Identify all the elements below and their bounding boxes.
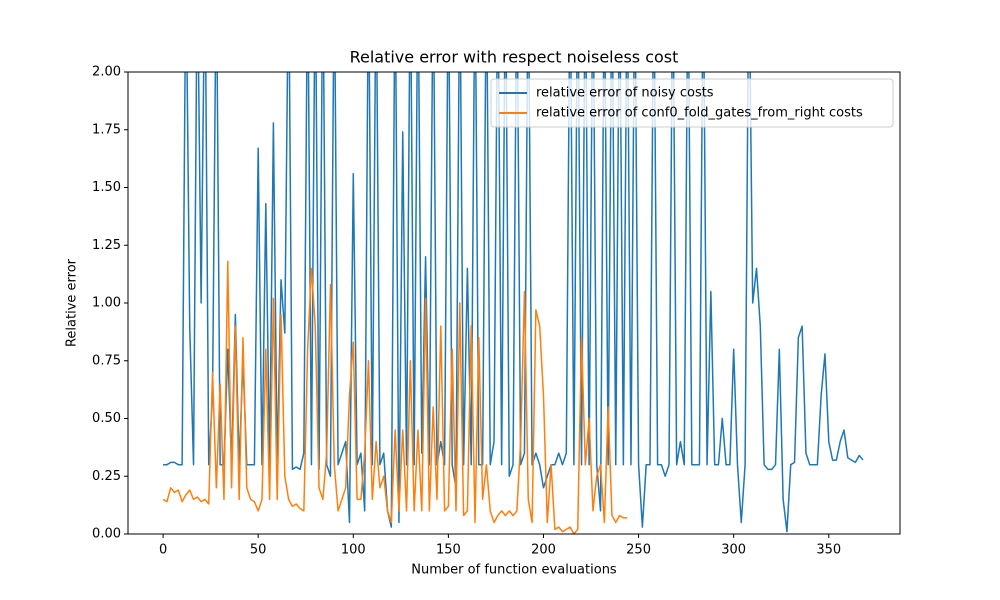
chart-title: Relative error with respect noiseless co… <box>350 48 679 67</box>
y-tick-label: 1.25 <box>92 238 121 253</box>
y-tick-label: 1.75 <box>92 122 121 137</box>
y-axis-label: Relative error <box>65 258 80 347</box>
x-tick-label: 50 <box>250 543 267 558</box>
x-tick-label: 250 <box>626 543 651 558</box>
x-tick-label: 150 <box>436 543 461 558</box>
y-tick-label: 0.50 <box>92 411 121 426</box>
line-series <box>162 260 628 534</box>
y-tick-label: 1.00 <box>92 296 121 311</box>
x-tick-label: 100 <box>341 543 366 558</box>
legend-box <box>490 78 894 128</box>
x-axis-label: Number of function evaluations <box>411 563 617 578</box>
y-tick-label: 1.50 <box>92 180 121 195</box>
x-tick-label: 0 <box>159 543 167 558</box>
x-tick-label: 200 <box>531 543 556 558</box>
y-tick-label: 0.75 <box>92 353 121 368</box>
x-tick-label: 300 <box>721 543 746 558</box>
plot-frame <box>127 71 901 535</box>
legend-label: relative error of conf0_fold_gates_from_… <box>536 106 863 121</box>
x-tick-label: 350 <box>816 543 841 558</box>
y-tick-label: 0.00 <box>92 527 121 542</box>
legend-label: relative error of noisy costs <box>536 86 714 101</box>
y-tick-label: 2.00 <box>92 65 121 80</box>
y-tick-label: 0.25 <box>92 469 121 484</box>
